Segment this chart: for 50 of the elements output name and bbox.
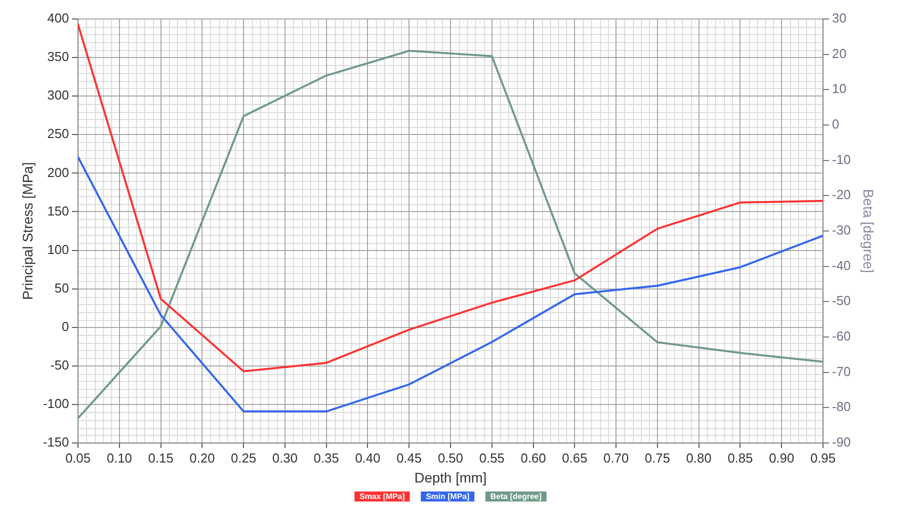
- x-tick-label: 0.35: [314, 450, 339, 466]
- x-tick-label: 0.80: [686, 450, 712, 466]
- x-tick-label: 0.55: [479, 450, 505, 466]
- y-tick-label: 200: [47, 164, 69, 180]
- y-tick-label: 150: [47, 203, 69, 218]
- y2-tick-label: -50: [832, 293, 851, 308]
- y2-tick-label: 0: [832, 116, 840, 132]
- x-tick-label: 0.70: [603, 450, 629, 466]
- text: Beta [degree]: [490, 492, 542, 502]
- y2-tick-label: -30: [832, 222, 851, 238]
- y-tick-label: 0: [62, 318, 69, 334]
- x-axis-title: Depth [mm]: [414, 469, 487, 486]
- y-tick-label: 350: [47, 49, 69, 64]
- text: Smin [MPa]: [426, 492, 470, 502]
- x-tick-label: 0.15: [148, 450, 174, 466]
- x-tick-label: 0.20: [190, 450, 215, 466]
- y2-tick-label: -60: [832, 328, 851, 344]
- y-tick-label: -50: [50, 357, 69, 372]
- text: Smax [MPa]: [359, 492, 406, 502]
- y2-tick-label: -40: [832, 258, 851, 273]
- x-tick-label: 0.45: [396, 450, 422, 466]
- x-tick-label: 0.10: [106, 450, 132, 466]
- x-tick-label: 0.75: [644, 450, 670, 466]
- x-tick-label: 0.05: [65, 450, 91, 466]
- y2-tick-label: -90: [832, 434, 851, 450]
- x-tick-label: 0.60: [520, 450, 546, 466]
- y2-tick-label: 30: [832, 10, 846, 26]
- x-tick-label: 0.40: [355, 450, 380, 466]
- x-tick-label: 0.25: [230, 450, 256, 466]
- x-tick-label: 0.65: [562, 450, 588, 466]
- x-tick-label: 0.85: [728, 450, 753, 466]
- y-tick-label: -150: [42, 434, 69, 450]
- y2-tick-label: 20: [832, 46, 846, 61]
- y2-tick-label: -10: [832, 152, 851, 167]
- x-tick-label: 0.30: [272, 450, 298, 466]
- y-tick-label: 300: [47, 88, 69, 103]
- y-tick-label: 50: [54, 280, 69, 296]
- y-tick-label: 400: [47, 10, 69, 26]
- y2-axis-title: Beta [degree]: [860, 188, 877, 274]
- x-tick-label: 0.95: [810, 450, 836, 466]
- y-tick-label: -100: [42, 396, 69, 412]
- y2-tick-label: -80: [832, 399, 851, 414]
- y2-tick-label: 10: [832, 81, 846, 96]
- x-tick-label: 0.90: [768, 450, 794, 466]
- y-tick-label: 100: [47, 242, 69, 257]
- y2-tick-label: -70: [832, 364, 851, 379]
- x-tick-label: 0.50: [438, 450, 464, 466]
- y-axis-title: Principal Stress [MPa]: [19, 162, 36, 300]
- y2-tick-label: -20: [832, 187, 851, 202]
- y-tick-label: 250: [47, 126, 69, 142]
